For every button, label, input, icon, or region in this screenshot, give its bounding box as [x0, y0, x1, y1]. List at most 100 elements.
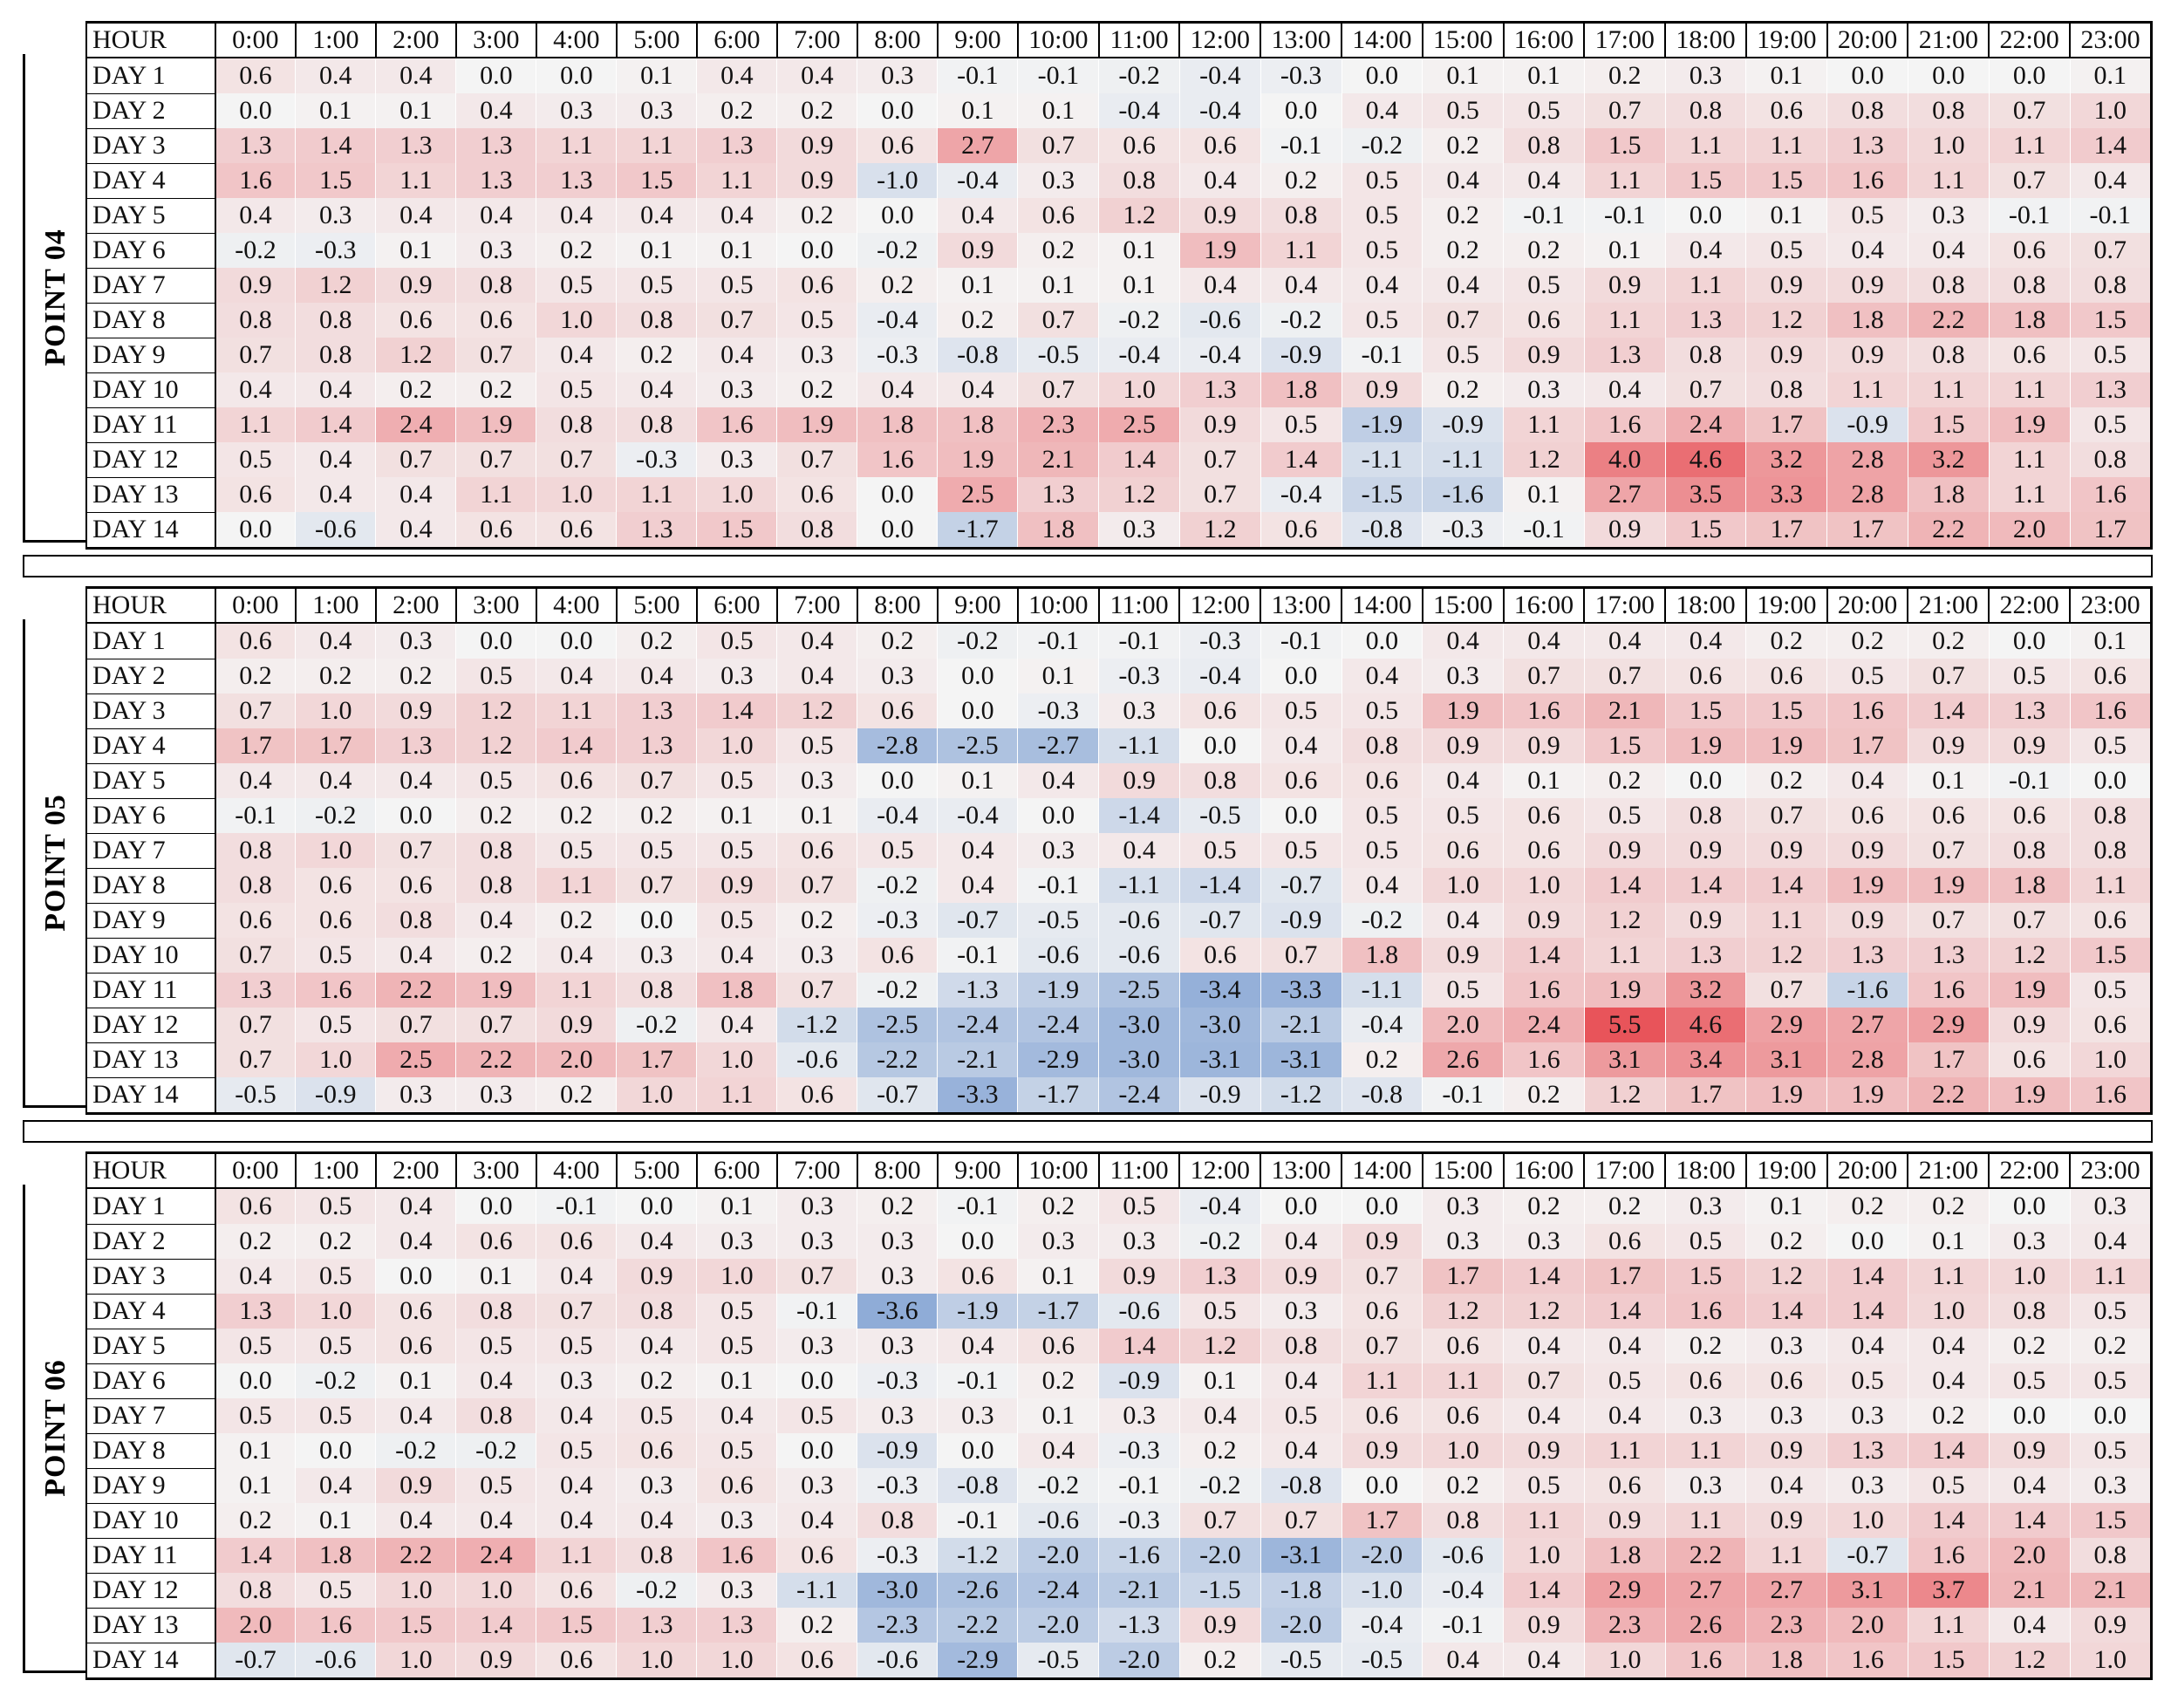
heatmap-cell: 0.3 [1665, 1188, 1746, 1224]
heatmap-cell: 0.5 [295, 1008, 376, 1042]
heatmap-cell: -1.6 [1826, 973, 1908, 1008]
heatmap-cell: 1.9 [455, 973, 536, 1008]
heatmap-cell: -0.7 [1826, 1538, 1908, 1573]
heatmap-cell: 1.0 [696, 728, 777, 763]
heatmap-cell: -0.1 [1989, 763, 2071, 798]
heatmap-cell: 0.4 [616, 1224, 697, 1259]
heatmap-cell: -0.4 [857, 303, 938, 338]
heatmap-cell: 0.7 [1665, 372, 1746, 407]
heatmap-cell: 0.2 [776, 903, 857, 938]
heatmap-cell: 1.6 [215, 163, 296, 198]
hour-tick-label: 15:00 [1421, 21, 1504, 58]
heatmap-cell: 0.3 [455, 233, 536, 268]
heatmap-cell: 0.2 [1745, 623, 1827, 659]
heatmap-cell: 1.5 [2070, 938, 2154, 973]
heatmap-cell: -3.3 [937, 1077, 1018, 1115]
heatmap-cell: 0.6 [1342, 1294, 1423, 1329]
hour-tick-label: 12:00 [1178, 21, 1261, 58]
heatmap-cell: -0.6 [1098, 903, 1180, 938]
heatmap-cell: 0.4 [295, 763, 376, 798]
heatmap-cell: 1.5 [1908, 407, 1990, 442]
point-06-label: POINT 06 [38, 1358, 72, 1497]
heatmap-cell: 1.0 [1584, 1643, 1666, 1680]
heatmap-cell: 0.5 [1665, 1224, 1746, 1259]
heatmap-cell: 0.1 [1017, 1398, 1099, 1433]
heatmap-cell: 1.3 [455, 163, 536, 198]
heatmap-cell: 0.5 [696, 1329, 777, 1363]
heatmap-cell: 0.1 [1503, 477, 1585, 512]
day-label: DAY 9 [85, 903, 216, 939]
heatmap-cell: 0.5 [295, 1398, 376, 1433]
heatmap-cell: 1.4 [1826, 1294, 1908, 1329]
heatmap-cell: 1.1 [536, 868, 617, 903]
heatmap-cell: 2.2 [375, 973, 456, 1008]
heatmap-cell: 1.3 [696, 1608, 777, 1643]
heatmap-cell: 0.4 [1826, 1329, 1908, 1363]
heatmap-cell: 1.9 [1179, 233, 1261, 268]
day-label: DAY 9 [85, 338, 216, 373]
heatmap-cell: 2.5 [1098, 407, 1180, 442]
heatmap-cell: 0.7 [616, 868, 697, 903]
heatmap-cell: -0.1 [1260, 128, 1342, 163]
heatmap-cell: 1.2 [1745, 938, 1827, 973]
table-row: DAY 9 0.1 0.4 0.9 0.5 0.4 0.3 0.6 0.3 -0.3 -0.8 -0.… [85, 1468, 2154, 1504]
heatmap-cell: 0.0 [857, 477, 938, 512]
heatmap-cell: 1.1 [1584, 938, 1666, 973]
heatmap-cell: 0.8 [1260, 1329, 1342, 1363]
heatmap-cell: -0.4 [1342, 1608, 1423, 1643]
heatmap-cell: 1.6 [1908, 1538, 1990, 1573]
heatmap-cell: 0.1 [375, 1363, 456, 1398]
heatmap-cell: 0.3 [1503, 372, 1585, 407]
heatmap-cell: 1.8 [1908, 477, 1990, 512]
heatmap-cell: 0.5 [1908, 1468, 1990, 1503]
table-row: DAY 13 0.7 1.0 2.5 2.2 2.0 1.7 1.0 -0.6 -2.2 -2.1-… [85, 1042, 2154, 1078]
point-05-label: POINT 05 [38, 793, 72, 932]
heatmap-cell: 0.7 [696, 303, 777, 338]
heatmap-cell: 1.0 [295, 833, 376, 868]
heatmap-cell: 0.3 [1422, 1224, 1504, 1259]
heatmap-cell: 0.6 [295, 903, 376, 938]
heatmap-cell: 2.0 [1989, 1538, 2071, 1573]
heatmap-cell: -1.8 [1260, 1573, 1342, 1608]
heatmap-cell: -0.4 [1179, 338, 1261, 372]
heatmap-cell: 1.3 [616, 693, 697, 728]
heatmap-cell: 0.0 [1017, 798, 1099, 833]
heatmap-cell: 0.4 [1745, 1468, 1827, 1503]
heatmap-cell: 1.6 [295, 1608, 376, 1643]
heatmap-cell: 1.0 [536, 477, 617, 512]
heatmap-cell: 0.4 [857, 372, 938, 407]
heatmap-cell: 1.2 [455, 728, 536, 763]
heatmap-cell: 0.0 [215, 512, 296, 550]
day-label: DAY 10 [85, 372, 216, 408]
heatmap-cell: 0.8 [616, 303, 697, 338]
heatmap-cell: -2.5 [857, 1008, 938, 1042]
heatmap-cell: 0.6 [1260, 763, 1342, 798]
heatmap-cell: 0.8 [1665, 338, 1746, 372]
heatmap-cell: 0.2 [215, 1224, 296, 1259]
table-row: DAY 5 0.5 0.5 0.6 0.5 0.5 0.4 0.5 0.3 0.3 0.4 0.6 1.… [85, 1329, 2154, 1364]
heatmap-cell: 1.3 [696, 128, 777, 163]
heatmap-cell: 0.4 [1584, 623, 1666, 659]
heatmap-cell: 0.6 [2070, 903, 2154, 938]
heatmap-cell: -1.9 [1342, 407, 1423, 442]
heatmap-cell: -0.1 [1422, 1608, 1504, 1643]
day-label: DAY 4 [85, 163, 216, 199]
heatmap-cell: 0.7 [776, 442, 857, 477]
heatmap-cell: 0.2 [1422, 372, 1504, 407]
day-label: DAY 11 [85, 973, 216, 1008]
heatmap-cell: 0.0 [536, 58, 617, 93]
hour-tick-label: 19:00 [1744, 1151, 1827, 1189]
heatmap-cell: 0.3 [1098, 1398, 1180, 1433]
heatmap-cell: 0.7 [455, 1008, 536, 1042]
heatmap-cell: 0.4 [536, 338, 617, 372]
hour-tick-label: 21:00 [1907, 1151, 1990, 1189]
heatmap-cell: 0.6 [455, 512, 536, 550]
heatmap-cell: 0.5 [1342, 693, 1423, 728]
heatmap-cell: 0.1 [1098, 268, 1180, 303]
heatmap-cell: -0.4 [857, 798, 938, 833]
heatmap-cell: 0.6 [1989, 798, 2071, 833]
heatmap-cell: -2.2 [857, 1042, 938, 1077]
heatmap-cell: 0.0 [937, 1433, 1018, 1468]
heatmap-cell: 0.0 [1260, 93, 1342, 128]
heatmap-cell: 1.1 [1584, 1433, 1666, 1468]
